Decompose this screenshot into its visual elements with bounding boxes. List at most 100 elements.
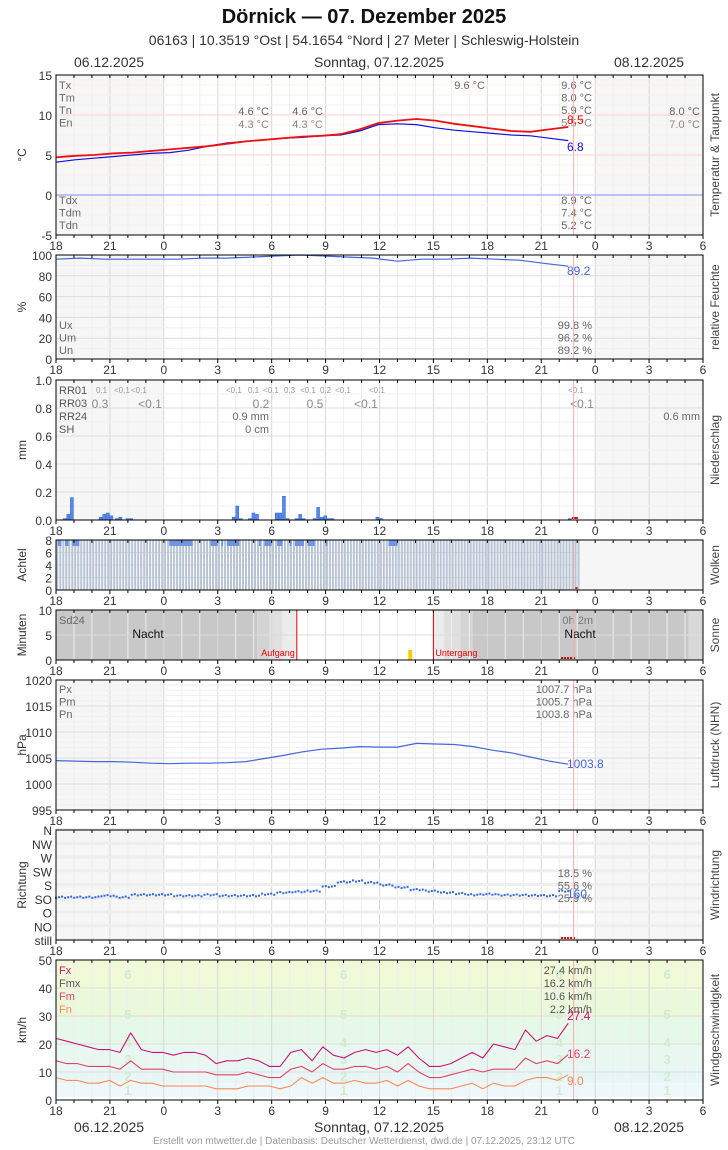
x-tick-label: 18 xyxy=(49,664,63,678)
cloud-bar xyxy=(517,540,520,590)
direction-dot xyxy=(415,887,418,890)
beaufort-label: 5 xyxy=(340,1007,347,1022)
cloud-bar xyxy=(463,540,466,590)
forecast-marker xyxy=(564,937,567,939)
x-tick-label: 3 xyxy=(646,594,653,608)
cloud-bar xyxy=(292,540,295,590)
stat-value: 9.6 °C xyxy=(561,80,592,92)
rr01-value: 0.3 xyxy=(284,386,296,395)
cloud-bar xyxy=(259,540,262,590)
x-tick-label: 3 xyxy=(214,594,221,608)
direction-dot xyxy=(224,894,227,897)
direction-dot xyxy=(330,885,333,888)
cloud-bar xyxy=(538,540,541,590)
stat-value: 7.4 °C xyxy=(561,208,592,220)
last-min-wind: 9.0 xyxy=(567,1074,584,1088)
x-tick-label: 12 xyxy=(373,1104,387,1118)
x-tick-label: 21 xyxy=(535,1104,549,1118)
cloud-bar xyxy=(170,540,173,590)
direction-dot xyxy=(355,880,358,883)
direction-dot xyxy=(276,891,279,894)
legend-label: RR01 xyxy=(59,385,87,397)
cloud-bar xyxy=(358,540,361,590)
cloud-bar xyxy=(212,540,215,590)
direction-dot xyxy=(352,879,355,882)
x-tick-label: 9 xyxy=(322,363,329,377)
cloud-bar xyxy=(191,540,194,590)
direction-dot xyxy=(239,894,242,897)
rain-bar xyxy=(102,514,106,521)
x-tick-label: 18 xyxy=(481,363,495,377)
cloud-bar xyxy=(310,540,313,590)
y-tick-label: 60 xyxy=(39,291,53,305)
direction-dot xyxy=(145,894,148,897)
cloud-bar xyxy=(95,540,98,590)
cloud-bar xyxy=(113,540,116,590)
forecast-marker xyxy=(567,657,570,659)
direction-dot xyxy=(106,894,109,897)
x-tick-label: 0 xyxy=(160,814,167,828)
legend-label: Px xyxy=(59,684,72,696)
cloud-bar xyxy=(167,540,170,590)
x-tick-label: 0 xyxy=(160,1104,167,1118)
cloud-bar xyxy=(433,540,436,590)
direction-dot xyxy=(155,894,158,897)
x-tick-label: 18 xyxy=(481,944,495,958)
y-tick-label: 5 xyxy=(45,149,52,163)
stat-value: 1005.7 hPa xyxy=(536,697,593,709)
direction-dot xyxy=(561,889,564,892)
cloud-bar xyxy=(316,540,319,590)
pressure-chart: 1020 1015 1010 1005 1000 995 hPa Luftdruck (NHN… xyxy=(15,674,722,828)
legend-label: Tdn xyxy=(59,220,78,232)
rr24-value: 0.9 mm xyxy=(232,411,269,423)
stat-value: 25.9 % xyxy=(558,893,592,905)
y-tick-label: still xyxy=(35,934,52,948)
cloud-bar xyxy=(80,540,83,590)
direction-dot xyxy=(564,890,567,893)
cloud-bar xyxy=(541,540,544,590)
direction-dot xyxy=(527,895,530,897)
cloud-bar xyxy=(409,540,412,590)
x-tick-label: 0 xyxy=(160,363,167,377)
cloud-bar xyxy=(385,540,388,590)
stat-value: 1003.8 hPa xyxy=(536,709,593,721)
beaufort-label: 4 xyxy=(663,1035,671,1050)
beaufort-label: 4 xyxy=(340,1035,348,1050)
cloud-bar xyxy=(134,540,137,590)
direction-dot xyxy=(473,894,476,897)
x-tick-label: 18 xyxy=(49,1104,63,1118)
cloud-bar xyxy=(116,540,119,590)
y-axis-label: hPa xyxy=(15,734,29,756)
direction-dot xyxy=(109,895,112,898)
rr01-value: <0.1 xyxy=(369,386,385,395)
direction-dot xyxy=(158,893,161,896)
direction-dot xyxy=(500,894,503,897)
direction-dot xyxy=(391,884,394,887)
x-tick-label: 18 xyxy=(481,594,495,608)
x-tick-label: 15 xyxy=(427,1104,441,1118)
x-tick-label: 3 xyxy=(214,1104,221,1118)
stat-value: 96.2 % xyxy=(558,333,592,345)
cloud-bar xyxy=(436,540,439,590)
cloud-bar xyxy=(283,540,286,590)
direction-dot xyxy=(151,893,154,896)
cloud-bar xyxy=(457,540,460,590)
x-tick-label: 0 xyxy=(592,594,599,608)
pressure-line xyxy=(55,742,569,765)
direction-dot xyxy=(121,896,124,899)
y-tick-label: 0 xyxy=(45,189,52,203)
cloud-bar xyxy=(206,540,209,590)
cloud-bar xyxy=(200,540,203,590)
direction-dot xyxy=(188,894,191,897)
cloud-bar xyxy=(262,540,265,590)
stat-value: 18.5 % xyxy=(558,868,592,880)
y-tick-label: 0.8 xyxy=(35,402,52,416)
cloud-bar xyxy=(421,540,424,590)
page-title: Dörnick — 07. Dezember 2025 xyxy=(221,6,507,28)
direction-band xyxy=(56,924,703,928)
cloud-bar xyxy=(373,540,376,590)
cloud-partial xyxy=(388,540,398,546)
cloud-bar xyxy=(550,540,553,590)
